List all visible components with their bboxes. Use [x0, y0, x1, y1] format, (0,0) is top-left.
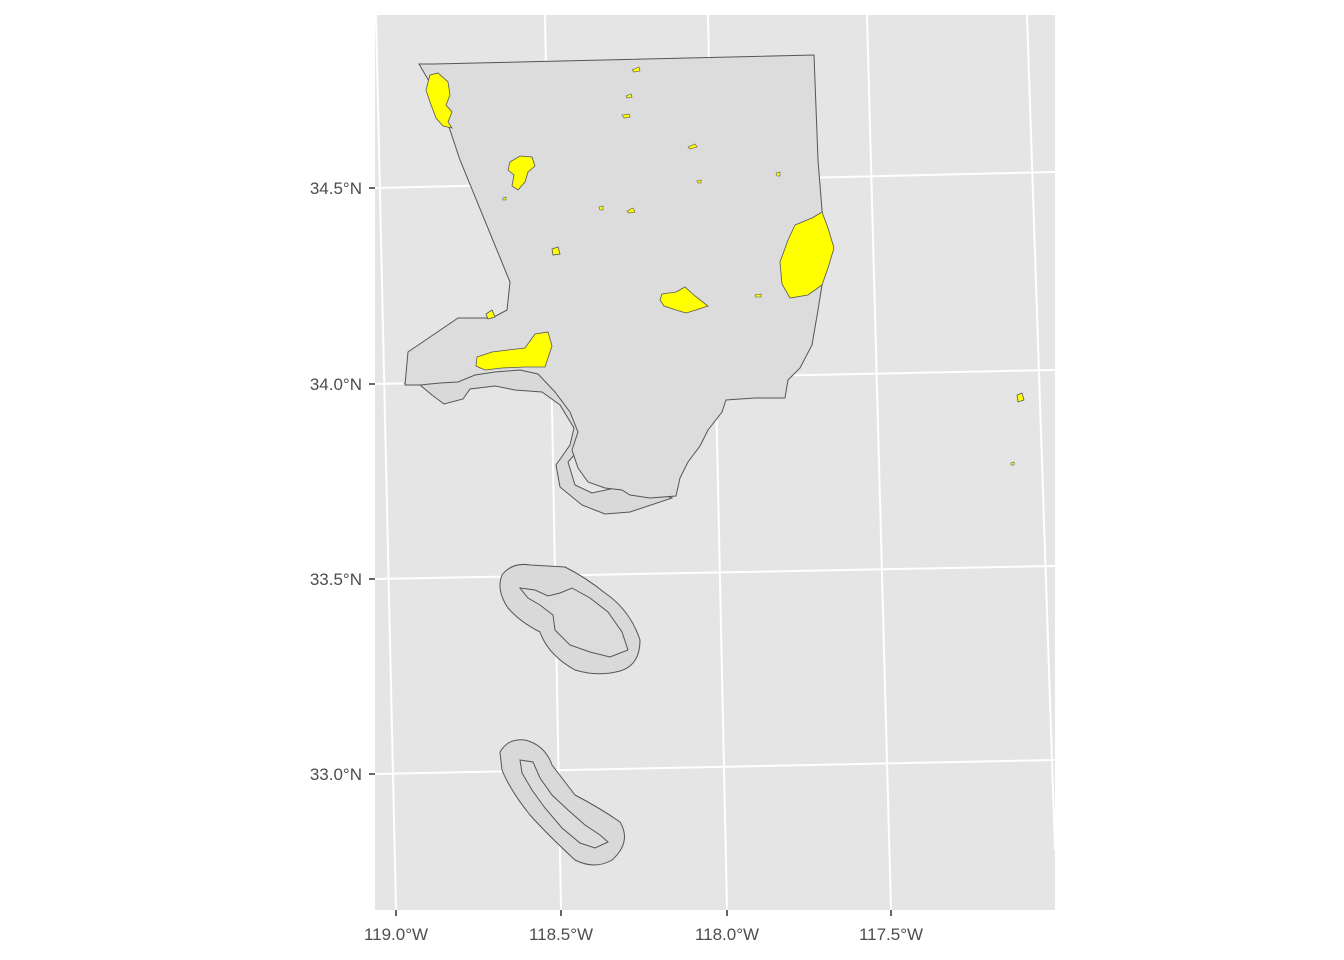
small-feature — [598, 205, 604, 211]
small-feature — [687, 143, 698, 150]
highlight-area-southwest — [475, 331, 553, 371]
y-tick-label: 34.5°N — [310, 179, 362, 198]
meridian-117-0 — [1026, 14, 1056, 851]
small-feature — [625, 93, 633, 99]
y-tick-label: 33.5°N — [310, 570, 362, 589]
x-tick-label: 117.5°W — [859, 925, 923, 944]
highlight-area-small-3 — [1016, 392, 1025, 403]
meridian-117-5 — [866, 14, 892, 911]
y-tick-label: 33.0°N — [310, 765, 362, 784]
x-axis-ticks — [395, 910, 892, 916]
small-feature — [1010, 461, 1015, 466]
highlight-area-small-1 — [551, 246, 561, 256]
y-tick-label: 34.0°N — [310, 375, 362, 394]
small-feature — [775, 171, 781, 177]
island-san-clemente — [519, 759, 609, 849]
meridian-119-0 — [375, 14, 397, 911]
y-axis-ticks — [369, 187, 375, 775]
y-axis-labels: 34.5°N 34.0°N 33.5°N 33.0°N — [310, 179, 362, 784]
small-feature — [696, 179, 702, 184]
highlight-area-northwest — [425, 72, 453, 129]
x-tick-label: 118.0°W — [695, 925, 759, 944]
small-feature — [754, 293, 762, 298]
highlight-area-small-2 — [485, 309, 496, 320]
small-feature — [621, 113, 631, 119]
highlight-area-east — [779, 211, 835, 299]
small-features — [502, 66, 1015, 466]
x-tick-label: 118.5°W — [529, 925, 593, 944]
highlight-area-north-central — [507, 155, 536, 191]
x-tick-label: 119.0°W — [364, 925, 428, 944]
parallel-33-5 — [374, 565, 1056, 580]
small-feature — [626, 207, 636, 214]
parallel-33-0 — [374, 759, 1056, 775]
small-feature — [631, 66, 641, 73]
x-axis-labels: 119.0°W 118.5°W 118.0°W 117.5°W — [364, 925, 923, 944]
highlight-area-central — [659, 286, 709, 314]
small-feature — [502, 196, 507, 201]
island-catalina — [518, 587, 629, 658]
highlight-areas — [425, 72, 1025, 403]
